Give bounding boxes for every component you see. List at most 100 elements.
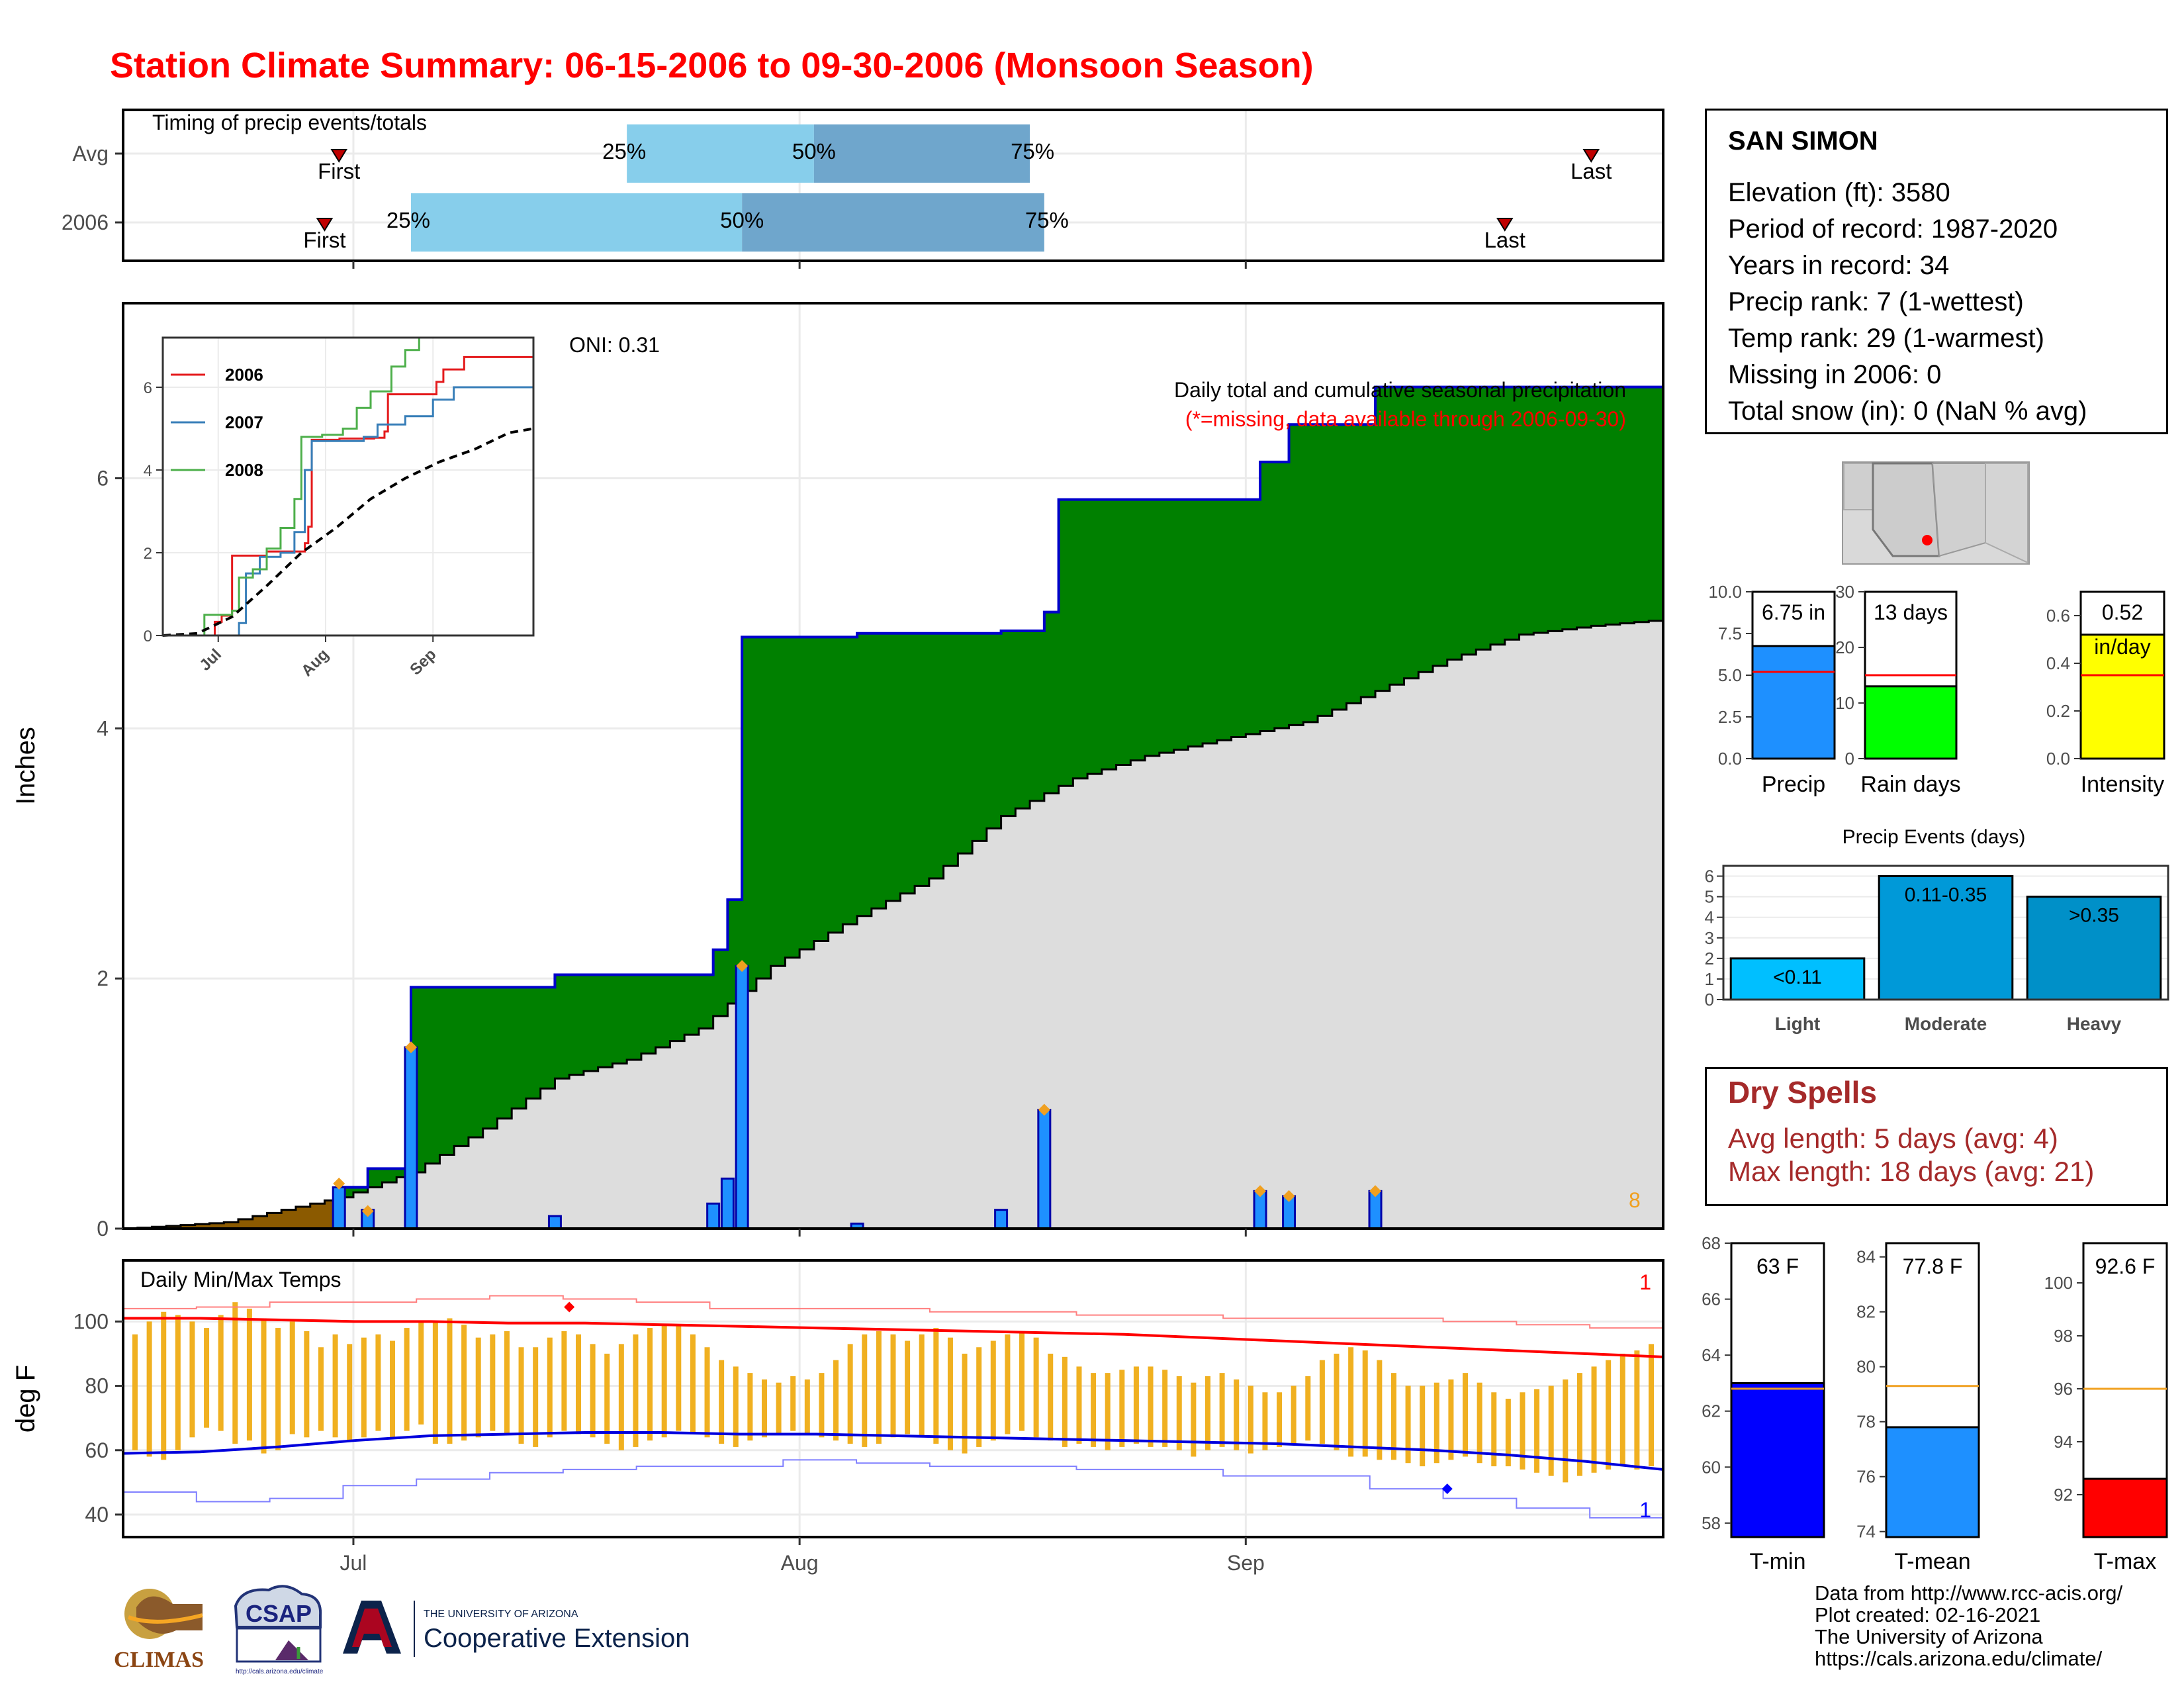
timing-label-50: 50% — [720, 208, 764, 232]
daily-temp-range-bar — [1291, 1385, 1297, 1444]
timing-label-75: 75% — [1011, 139, 1054, 164]
timing-label-last: Last — [1570, 159, 1612, 183]
events-ytick-label: 0 — [1705, 990, 1714, 1009]
precip-ytick-label: 0 — [97, 1217, 109, 1241]
temp-gauge-ytick-label: 66 — [1702, 1289, 1721, 1309]
csap-url: http://cals.arizona.edu/climate — [236, 1668, 324, 1675]
dry-spells-box: Dry Spells Avg length: 5 days (avg: 4) M… — [1705, 1067, 2168, 1206]
daily-temp-range-bar — [547, 1337, 553, 1438]
daily-temp-range-bar — [304, 1331, 310, 1438]
events-bar — [2026, 896, 2162, 1001]
temp-gauge-ytick-label: 78 — [1856, 1412, 1876, 1432]
timing-panel-label: Timing of precip events/totals — [152, 111, 427, 134]
daily-temp-range-bar — [1062, 1356, 1068, 1447]
events-bar-label: >0.35 — [2069, 905, 2119, 927]
daily-temp-range-bar — [576, 1334, 582, 1434]
daily-temp-range-bar — [1576, 1373, 1582, 1476]
daily-temp-range-bar — [1219, 1373, 1225, 1447]
dry-spells-title: Dry Spells — [1728, 1075, 1877, 1109]
daily-temp-range-bar — [890, 1334, 896, 1438]
daily-temp-range-bar — [1548, 1385, 1554, 1476]
record-min-count: 1 — [1639, 1498, 1651, 1522]
events-ytick-label: 6 — [1705, 867, 1714, 886]
temp-gauge-name: T-mean — [1894, 1549, 1970, 1574]
daily-temp-range-bar — [590, 1344, 596, 1438]
dry-spells-avg: Avg length: 5 days (avg: 4) — [1728, 1123, 2058, 1154]
daily-temp-range-bar — [962, 1353, 968, 1454]
timing-label-50: 50% — [792, 139, 836, 164]
daily-temp-range-bar — [418, 1321, 424, 1425]
credits-university: The University of Arizona — [1815, 1625, 2043, 1648]
daily-temp-range-bar — [1091, 1373, 1097, 1447]
daily-temp-range-bar — [633, 1334, 639, 1447]
daily-temp-range-bar — [1420, 1385, 1426, 1467]
daily-temp-range-bar — [189, 1321, 195, 1438]
gauge-ytick-label: 0 — [1845, 749, 1854, 769]
daily-temp-range-bar — [475, 1337, 481, 1438]
daily-temp-range-bar — [275, 1328, 281, 1450]
temp-gauge-name: T-min — [1750, 1549, 1806, 1574]
temp-gauge-value-bar — [1730, 1382, 1825, 1538]
inset-ytick-label: 4 — [144, 462, 152, 480]
daily-temp-range-bar — [1148, 1366, 1154, 1447]
temp-xtick-label: Jul — [340, 1551, 367, 1575]
precip-ytick-label: 6 — [97, 466, 109, 490]
precip-ytick-label: 2 — [97, 966, 109, 990]
timing-box-q1 — [410, 193, 743, 252]
daily-temp-range-bar — [862, 1334, 868, 1447]
inset-series-line-2008 — [163, 336, 533, 637]
temp-gauge-ytick-label: 76 — [1856, 1467, 1876, 1487]
daily-temp-range-bar — [1634, 1350, 1640, 1470]
gauge-ytick-label: 10.0 — [1708, 582, 1742, 602]
temp-gauge-value-label: 92.6 F — [2095, 1254, 2156, 1278]
events-ytick-label: 5 — [1705, 887, 1714, 907]
daily-temp-range-bar — [161, 1311, 167, 1460]
daily-temp-range-bar — [1076, 1366, 1082, 1444]
record-min-line — [123, 1459, 1663, 1519]
daily-temp-range-bar — [1491, 1392, 1497, 1467]
daily-temp-range-bar — [1019, 1331, 1025, 1431]
daily-temp-range-bar — [733, 1366, 739, 1447]
gauge-ytick-label: 0.0 — [2046, 749, 2070, 769]
events-category-label: Light — [1775, 1013, 1820, 1034]
precip-y-axis-label: Inches — [11, 727, 40, 805]
daily-precip-bar — [547, 1215, 562, 1230]
temp-xtick-label: Aug — [781, 1551, 819, 1575]
daily-avg-marker — [1038, 1103, 1050, 1116]
daily-precip-bar — [735, 964, 749, 1230]
daily-temp-range-bar — [1105, 1373, 1111, 1450]
gauge-name: Intensity — [2081, 772, 2165, 797]
gauge-value-bar — [1864, 685, 1958, 760]
station-years: Years in record: 34 — [1728, 251, 1950, 280]
daily-temp-range-bar — [561, 1331, 567, 1431]
daily-temp-range-bar — [1448, 1379, 1454, 1460]
station-missing: Missing in 2006: 0 — [1728, 360, 1942, 389]
daily-precip-bar — [994, 1209, 1009, 1230]
events-category-label: Moderate — [1905, 1013, 1987, 1034]
gauge-value-label: 6.75 in — [1762, 600, 1825, 624]
temp-xtick-label: Sep — [1227, 1551, 1265, 1575]
daily-temp-range-bar — [919, 1334, 925, 1438]
daily-temp-range-bar — [976, 1347, 982, 1447]
daily-temp-range-bar — [604, 1353, 610, 1444]
daily-temp-range-bar — [261, 1318, 267, 1454]
daily-avg-marker — [736, 960, 749, 972]
daily-precip-bar — [404, 1046, 418, 1230]
daily-temp-range-bar — [332, 1334, 338, 1438]
station-location-marker — [1922, 535, 1933, 545]
daily-temp-range-bar — [1362, 1350, 1368, 1457]
daily-temp-range-bar — [246, 1308, 252, 1441]
station-elevation: Elevation (ft): 3580 — [1728, 178, 1950, 207]
gauge-unit-label: in/day — [2094, 635, 2150, 659]
gauge-ytick-label: 0.4 — [2046, 653, 2070, 673]
daily-avg-marker — [1369, 1185, 1382, 1197]
daily-temp-range-bar — [318, 1347, 324, 1431]
timing-box-q2 — [742, 193, 1044, 252]
gauge-ytick-label: 7.5 — [1718, 624, 1742, 643]
daily-temp-range-bar — [132, 1334, 138, 1450]
daily-temp-range-bar — [1162, 1370, 1168, 1447]
temp-gauge-value-label: 77.8 F — [1903, 1254, 1963, 1278]
csap-logo: CSAP http://cals.arizona.edu/climate — [234, 1585, 324, 1675]
daily-temp-range-bar — [361, 1337, 367, 1438]
